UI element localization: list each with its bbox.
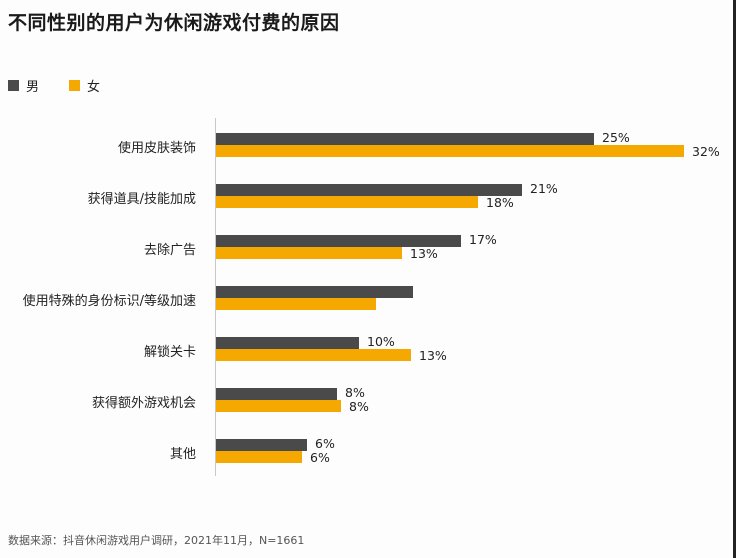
bar-group: 去除广告 17% 13% bbox=[0, 232, 736, 261]
bar-female bbox=[216, 400, 341, 412]
category-label: 获得额外游戏机会 bbox=[91, 396, 196, 411]
bar-male bbox=[216, 439, 307, 451]
bar-female bbox=[216, 451, 302, 463]
value-label-male: 21% bbox=[530, 181, 558, 196]
legend: 男 女 bbox=[8, 76, 130, 95]
source-note: 数据来源：抖音休闲游戏用户调研，2021年11月，N=1661 bbox=[8, 534, 305, 547]
bar-group: 解锁关卡 10% 13% bbox=[0, 334, 736, 363]
value-label-female: 6% bbox=[310, 450, 330, 465]
bar-female bbox=[216, 145, 684, 157]
bar-male bbox=[216, 235, 461, 247]
bar-female bbox=[216, 349, 411, 361]
bar-group: 其他 6% 6% bbox=[0, 436, 736, 465]
bar-female bbox=[216, 298, 376, 310]
category-label: 使用特殊的身份标识/等级加速 bbox=[22, 294, 196, 309]
value-label-male: 25% bbox=[602, 130, 630, 145]
bar-group: 使用特殊的身份标识/等级加速 bbox=[0, 286, 736, 312]
legend-label-female: 女 bbox=[87, 80, 101, 95]
bar-group: 使用皮肤装饰 25% 32% bbox=[0, 130, 736, 159]
value-label-male: 10% bbox=[367, 334, 395, 349]
value-label-male: 17% bbox=[469, 232, 497, 247]
value-label-female: 8% bbox=[349, 399, 369, 414]
legend-item-male: 男 bbox=[8, 76, 39, 95]
right-border bbox=[733, 0, 736, 558]
bar-male bbox=[216, 337, 359, 349]
bar-male bbox=[216, 388, 337, 400]
bar-male bbox=[216, 184, 522, 196]
category-label: 其他 bbox=[169, 447, 196, 462]
bar-female bbox=[216, 247, 402, 259]
value-label-male: 8% bbox=[345, 385, 365, 400]
chart-title: 不同性别的用户为休闲游戏付费的原因 bbox=[8, 12, 340, 34]
category-label: 去除广告 bbox=[143, 243, 196, 258]
value-label-male: 6% bbox=[315, 436, 335, 451]
legend-swatch-male bbox=[8, 80, 19, 91]
bar-group: 获得额外游戏机会 8% 8% bbox=[0, 385, 736, 414]
category-label: 使用皮肤装饰 bbox=[117, 141, 196, 156]
bar-group: 获得道具/技能加成 21% 18% bbox=[0, 181, 736, 210]
legend-label-male: 男 bbox=[26, 80, 40, 95]
value-label-female: 32% bbox=[692, 144, 720, 159]
value-label-female: 13% bbox=[419, 348, 447, 363]
bar-female bbox=[216, 196, 478, 208]
value-label-female: 18% bbox=[486, 195, 514, 210]
category-label: 获得道具/技能加成 bbox=[87, 192, 196, 207]
legend-swatch-female bbox=[69, 80, 81, 91]
category-label: 解锁关卡 bbox=[143, 345, 196, 360]
bar-male bbox=[216, 133, 594, 145]
legend-item-female: 女 bbox=[69, 76, 100, 95]
y-axis-line bbox=[215, 118, 216, 476]
bar-male bbox=[216, 286, 413, 298]
value-label-female: 13% bbox=[410, 246, 438, 261]
